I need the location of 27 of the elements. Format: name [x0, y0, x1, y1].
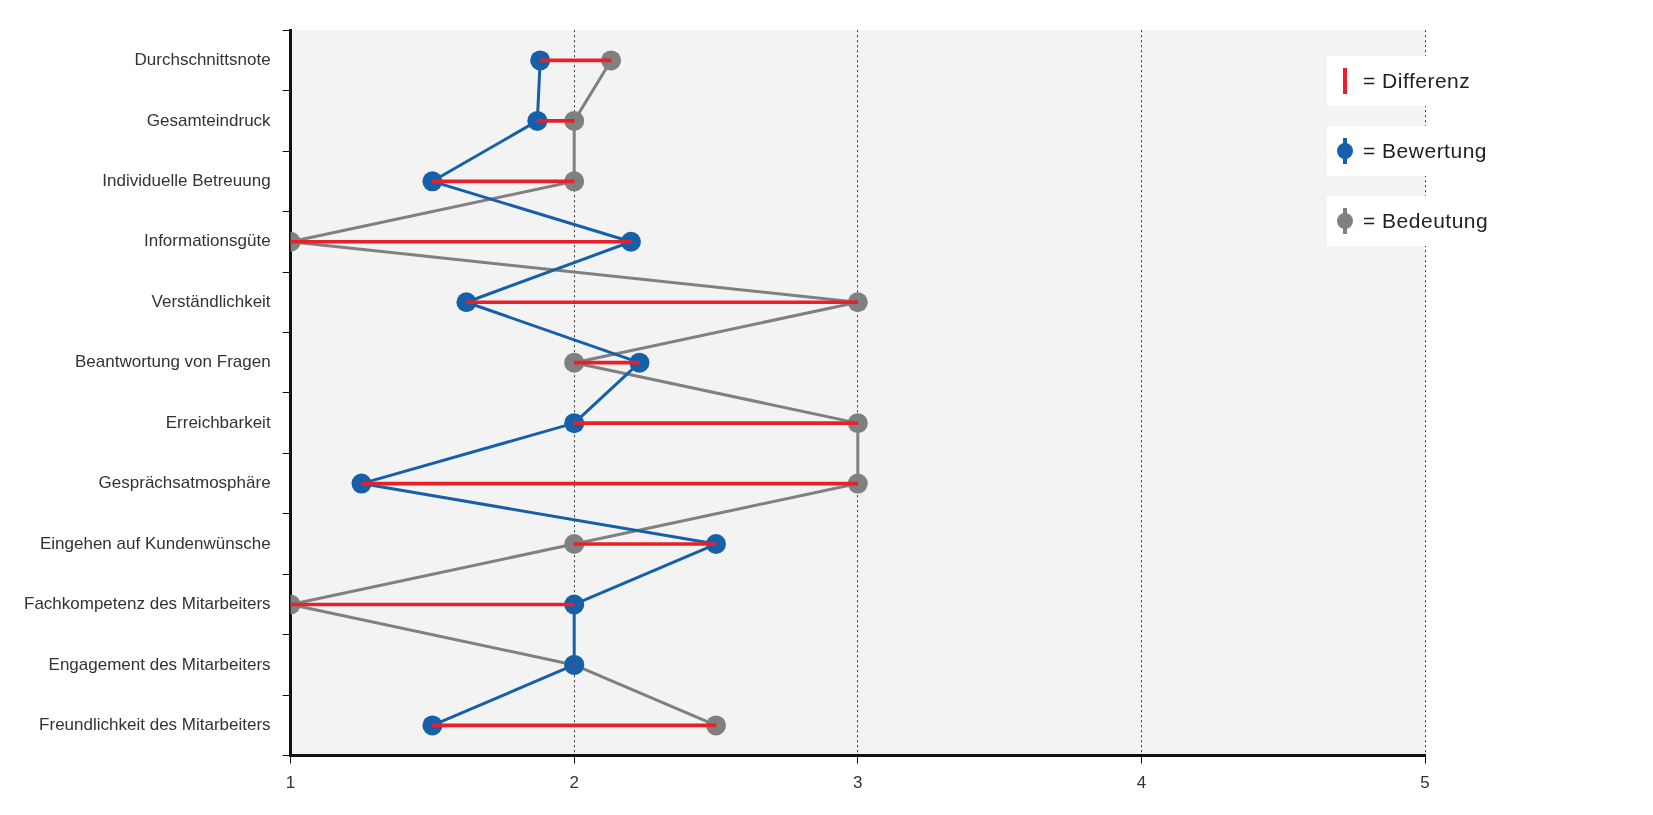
legend-label: = Bewertung [1363, 139, 1487, 163]
y-tick-label: Informationsgüte [143, 231, 271, 251]
legend-label: = Differenz [1363, 69, 1471, 93]
x-tick-label: 2 [569, 773, 579, 793]
bar [573, 542, 717, 546]
y-tick-label: Gesprächsatmosphäre [98, 473, 271, 493]
bar [573, 421, 859, 425]
y-tick-label: Fachkompetenz des Mitarbeiters [24, 594, 271, 614]
x-tick-label: 5 [1420, 773, 1430, 793]
y-tick-label: Durchschnittsnote [134, 50, 271, 70]
y-tick-label: Freundlichkeit des Mitarbeiters [39, 715, 271, 735]
y-tick-label: Gesamteindruck [146, 110, 272, 130]
y-tick-label: Eingehen auf Kundenwünsche [39, 533, 271, 553]
y-tick-label: Beantwortung von Fragen [74, 352, 271, 372]
y-tick-label: Verständlichkeit [151, 291, 271, 311]
bar [290, 239, 632, 244]
legend-label: = Bedeutung [1363, 209, 1489, 233]
x-tick-label: 4 [1136, 773, 1147, 793]
x-tick-label: 1 [285, 773, 296, 793]
y-tick-label: Individuelle Betreuung [102, 171, 271, 191]
bar [432, 179, 575, 184]
bar [466, 300, 859, 305]
y-tick-label: Engagement des Mitarbeiters [48, 654, 271, 674]
x-tick-label: 3 [853, 773, 863, 793]
y-tick-label: Erreichbarkeit [165, 412, 271, 432]
bar [537, 119, 575, 123]
bar [573, 360, 640, 365]
